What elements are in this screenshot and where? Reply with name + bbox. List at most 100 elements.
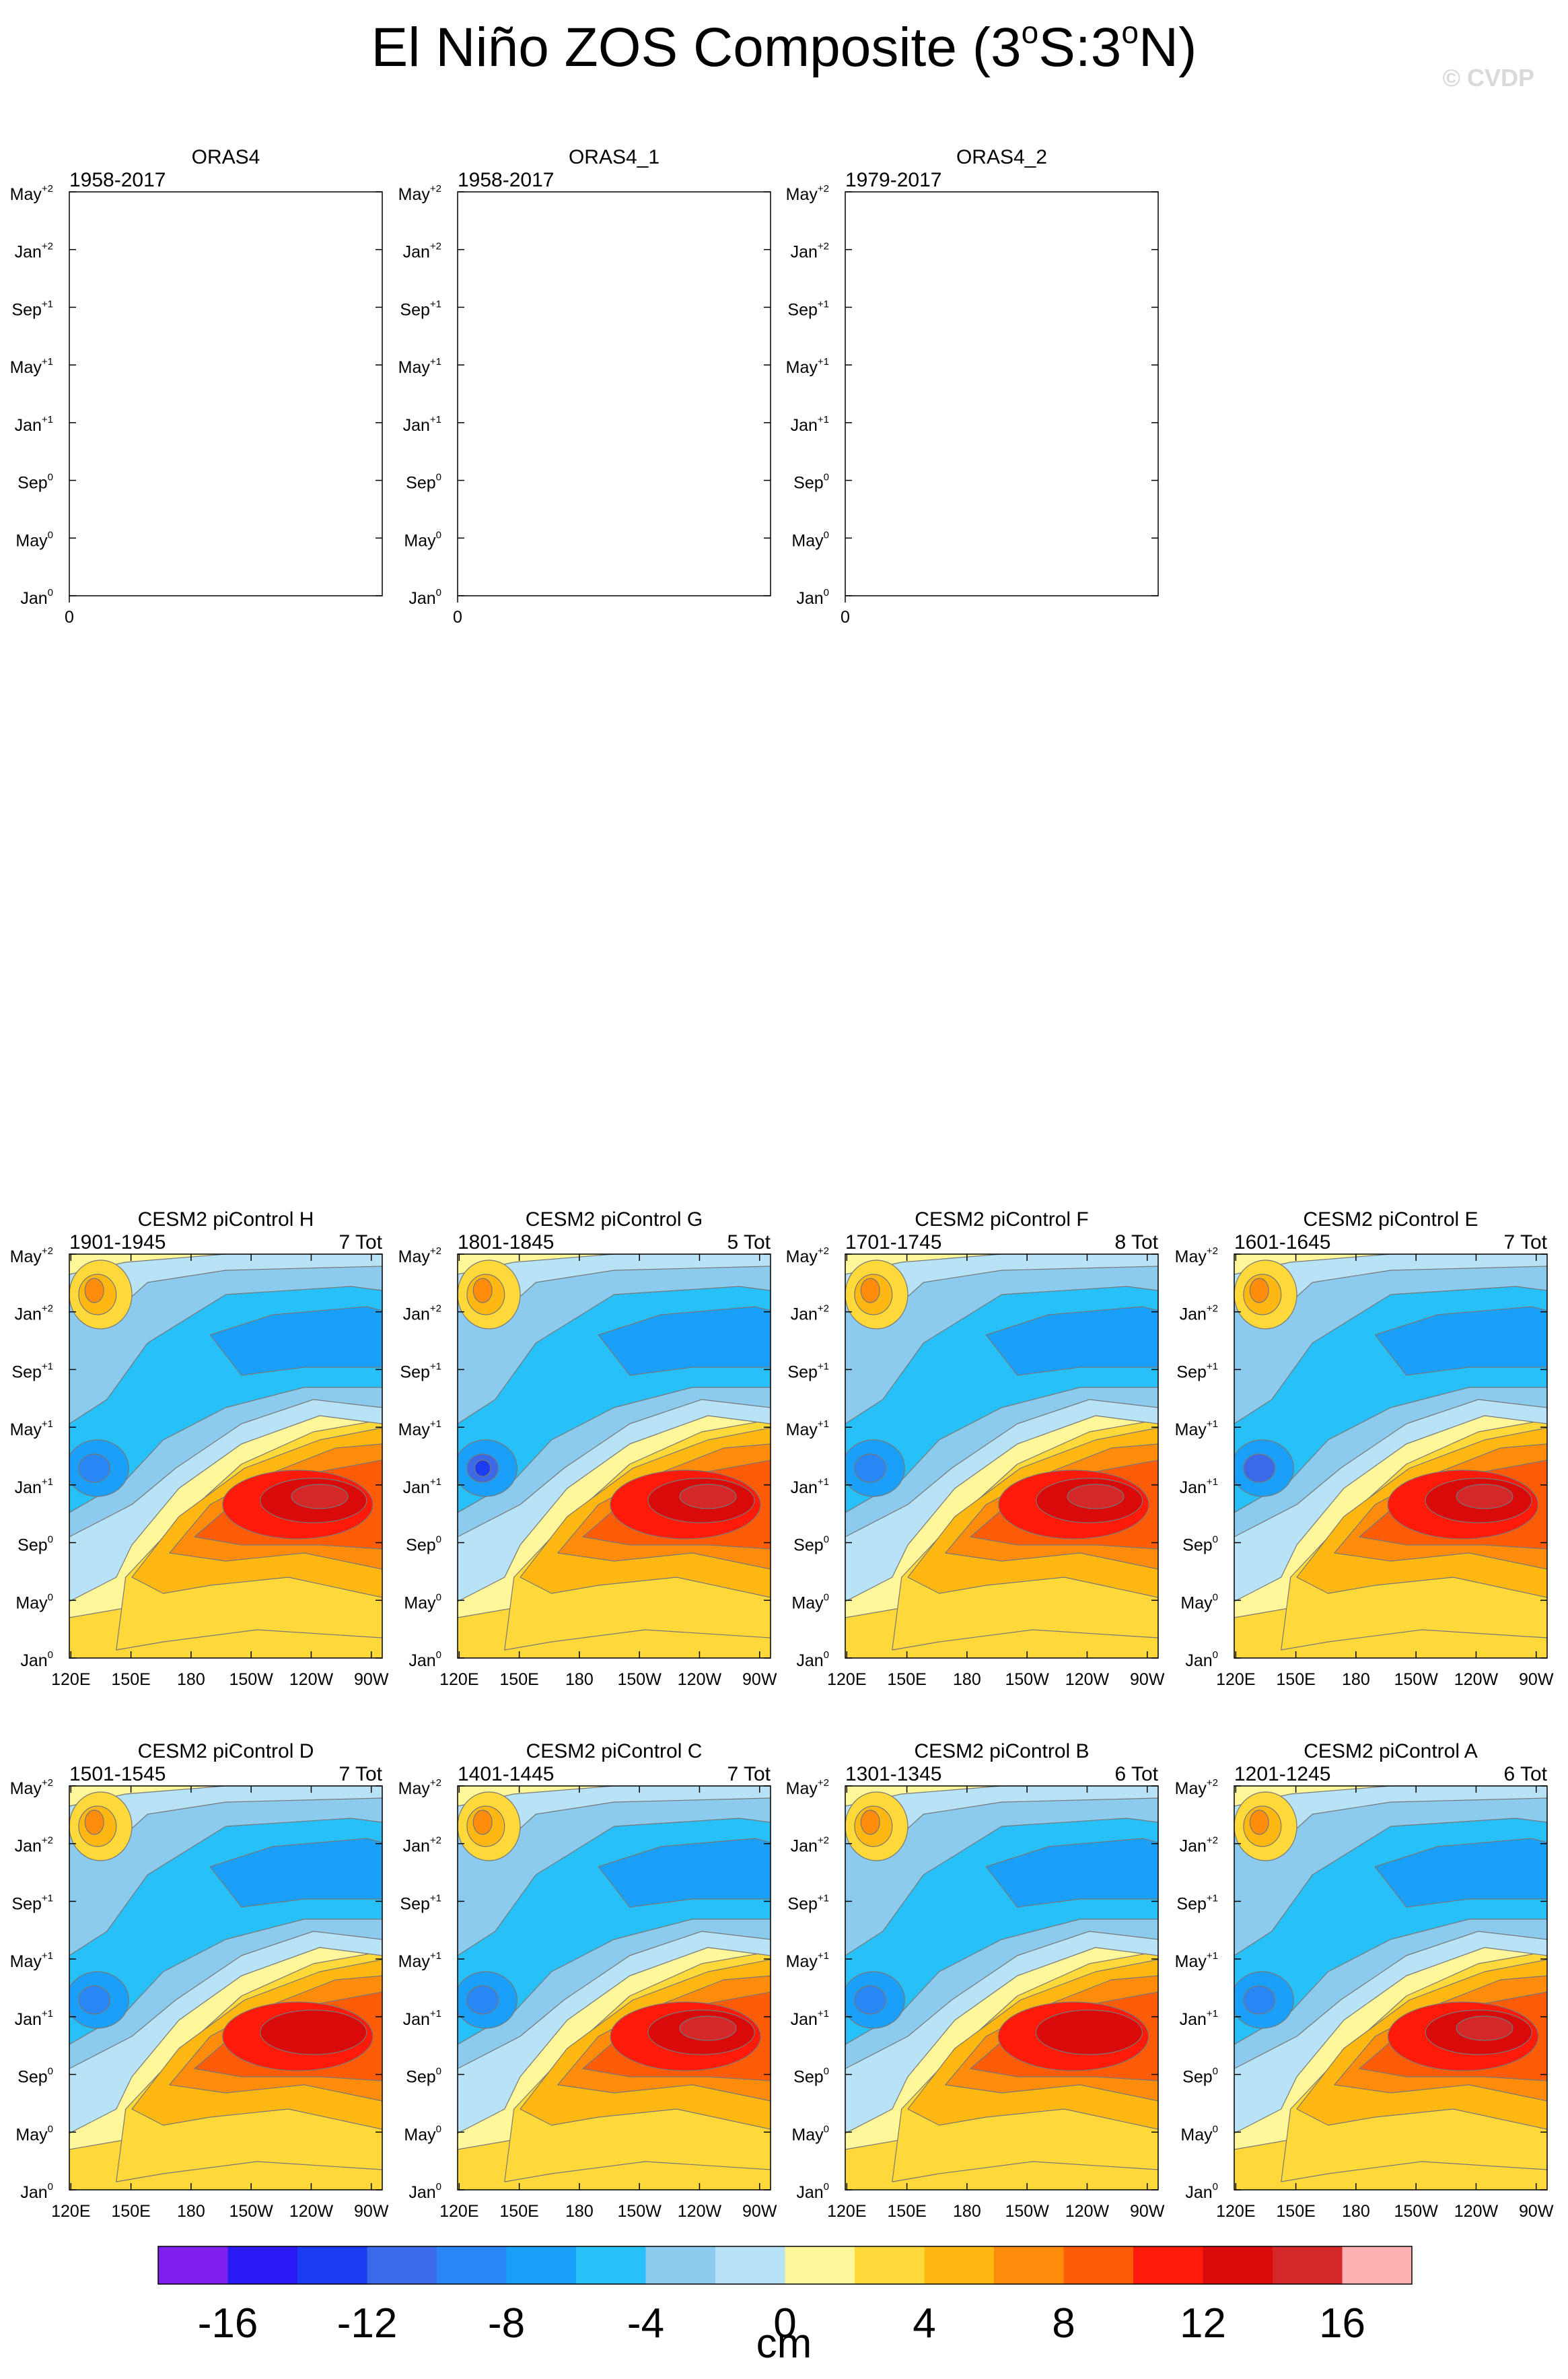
plot-frame (69, 1785, 383, 2191)
panel-years: 1601-1645 (1234, 1231, 1330, 1253)
plot-frame (457, 191, 771, 596)
panel-count: 6 Tot (1504, 1763, 1548, 1785)
y-tick-label: Sep+1 (787, 298, 829, 319)
plot-frame (1234, 1253, 1548, 1659)
plot-frame (69, 191, 383, 596)
plot-frame (845, 191, 1159, 596)
warm-west (84, 1809, 104, 1835)
heatmap-field (1234, 1254, 1547, 1658)
heatmap-field (845, 1254, 1158, 1658)
colorbar-swatch (994, 2246, 1064, 2284)
panel-count: 6 Tot (1115, 1763, 1159, 1785)
y-tick-label: Sep0 (1182, 1534, 1218, 1555)
colorbar-swatch (785, 2246, 855, 2284)
cool-core (1243, 1985, 1276, 2015)
panel-title: CESM2 piControl G (526, 1208, 703, 1231)
x-tick-label: 120E (51, 2202, 90, 2221)
warm-west (1249, 1278, 1269, 1303)
warm-west (472, 1278, 493, 1303)
heatmap-field (845, 1786, 1158, 2190)
y-tick-label: May+2 (10, 183, 53, 204)
cool-core (1243, 1453, 1276, 1483)
x-tick-label: 180 (953, 2202, 981, 2221)
y-tick-label: Sep0 (1182, 2066, 1218, 2087)
heatmap-field (458, 1786, 771, 2190)
x-tick-label: 150E (111, 1670, 150, 1689)
y-tick-label: Sep+1 (400, 298, 441, 319)
y-tick-label: May+1 (398, 356, 441, 377)
y-tick-label: Sep+1 (11, 298, 53, 319)
cool-core (854, 1453, 887, 1483)
x-tick-label: 120E (51, 1670, 90, 1689)
y-tick-label: May0 (1180, 2123, 1218, 2144)
x-tick-label: 120W (1454, 1670, 1499, 1689)
y-tick-label: Jan+2 (791, 1303, 829, 1324)
y-tick-label: May+2 (786, 1777, 829, 1798)
x-tick-label: 0 (841, 608, 850, 627)
y-tick-label: May+1 (10, 356, 53, 377)
y-tick-label: Sep+1 (400, 1360, 441, 1381)
y-tick-label: Jan+1 (791, 414, 829, 435)
y-tick-label: Jan0 (408, 587, 441, 608)
y-tick-label: Jan+1 (15, 2008, 53, 2029)
panel-title: ORAS4_1 (569, 146, 660, 168)
x-tick-label: 120E (827, 2202, 866, 2221)
y-tick-label: Sep+1 (787, 1360, 829, 1381)
heatmap-field (69, 1786, 382, 2190)
x-tick-label: 90W (1130, 2202, 1165, 2221)
y-tick-label: Jan+1 (15, 414, 53, 435)
colorbar-label: -12 (337, 2300, 398, 2347)
panel-years: 1501-1545 (69, 1763, 166, 1785)
y-tick-label: Sep+1 (11, 1892, 53, 1913)
warm-west (1249, 1809, 1269, 1835)
y-tick-label: May0 (404, 1591, 441, 1612)
y-tick-label: May+2 (398, 183, 441, 204)
y-tick-label: Sep+1 (1176, 1360, 1218, 1381)
warm-west (860, 1278, 880, 1303)
x-tick-label: 150W (1005, 2202, 1050, 2221)
warm-core (1035, 2009, 1143, 2055)
y-tick-label: May0 (791, 529, 829, 550)
panel-title: CESM2 piControl E (1303, 1208, 1478, 1231)
colorbar-label: 16 (1319, 2300, 1365, 2347)
panel-count: 7 Tot (1504, 1231, 1548, 1253)
x-tick-label: 120E (1216, 1670, 1255, 1689)
cool-core (78, 1985, 111, 2015)
y-tick-label: Sep+1 (11, 1360, 53, 1381)
y-tick-label: May0 (791, 1591, 829, 1612)
x-tick-label: 150E (499, 1670, 538, 1689)
x-tick-label: 180 (1342, 2202, 1370, 2221)
y-tick-label: Jan0 (796, 587, 829, 608)
warm-peak (1067, 1484, 1125, 1509)
y-tick-label: Jan+1 (791, 2008, 829, 2029)
cool-core (474, 1459, 491, 1477)
x-tick-label: 150W (618, 1670, 662, 1689)
y-tick-label: May+2 (786, 1245, 829, 1266)
y-tick-label: Sep0 (17, 472, 53, 493)
warm-peak (679, 2015, 737, 2041)
colorbar-swatch (924, 2246, 995, 2284)
x-tick-label: 120W (1065, 2202, 1110, 2221)
y-tick-label: Sep0 (406, 472, 441, 493)
y-tick-label: Sep+1 (787, 1892, 829, 1913)
x-tick-label: 90W (1519, 1670, 1554, 1689)
y-tick-label: Jan+2 (403, 241, 441, 262)
y-tick-label: Jan+2 (791, 241, 829, 262)
x-tick-label: 150E (887, 2202, 926, 2221)
x-tick-label: 150E (1276, 2202, 1315, 2221)
warm-west (472, 1809, 493, 1835)
cool-band (1374, 1838, 1547, 1908)
panel-count: 7 Tot (339, 1763, 383, 1785)
heatmap-field (1234, 1786, 1547, 2190)
cool-band (985, 1306, 1158, 1376)
y-tick-label: Jan+2 (1180, 1303, 1218, 1324)
y-tick-label: Jan+2 (403, 1303, 441, 1324)
x-tick-label: 120W (678, 2202, 722, 2221)
